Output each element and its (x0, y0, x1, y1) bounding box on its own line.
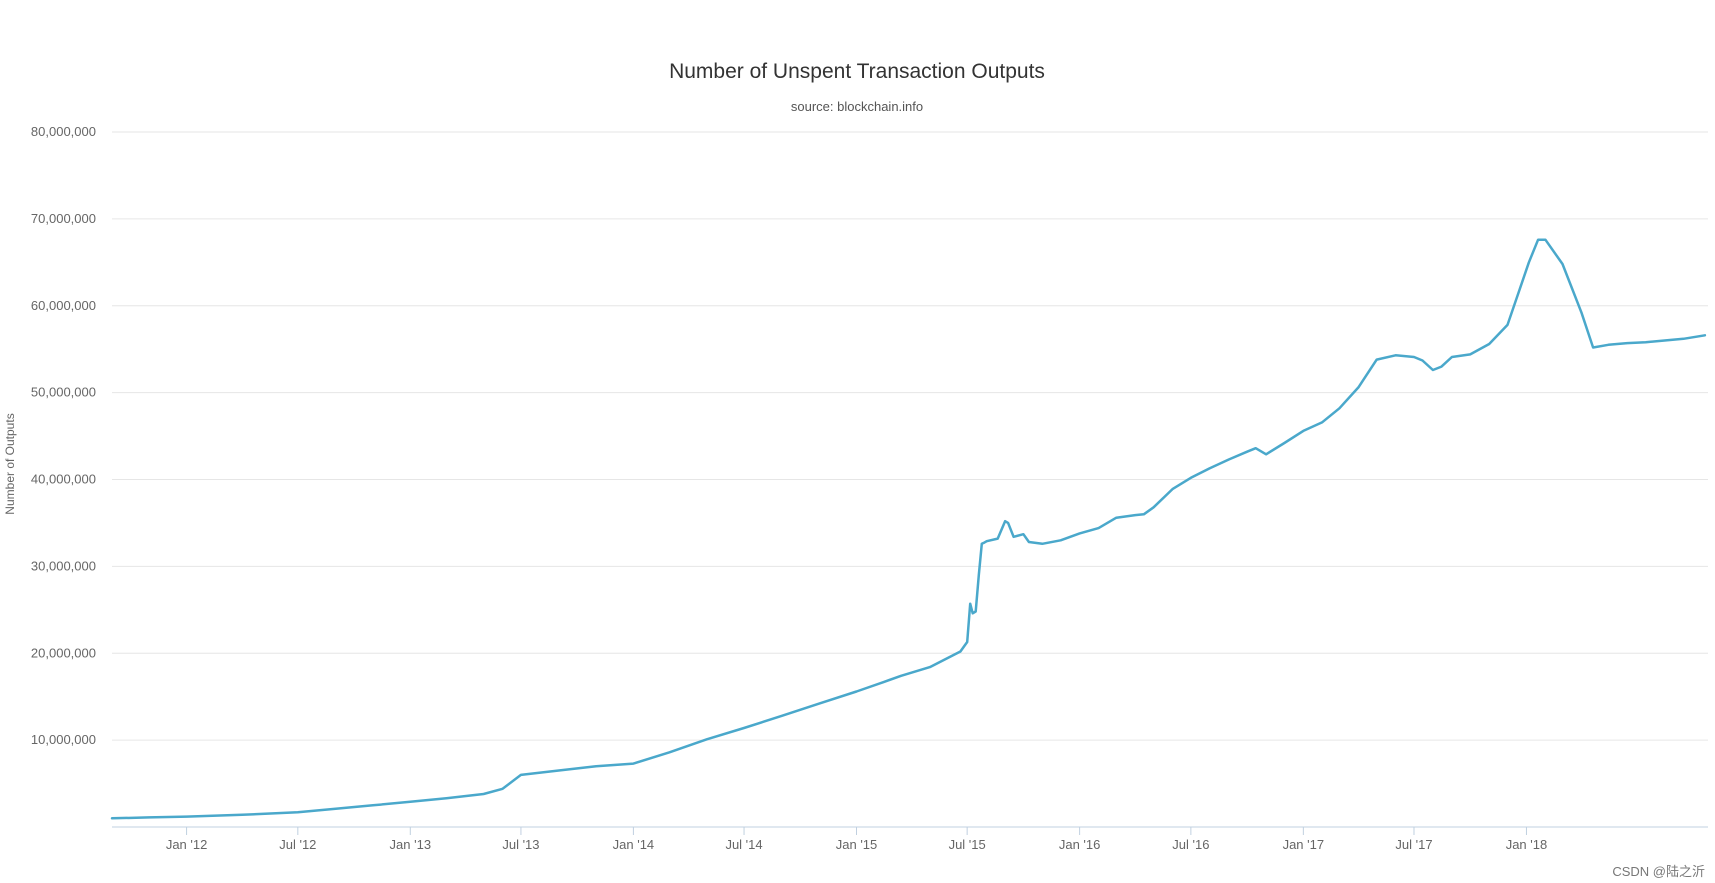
x-tick-label: Jan '14 (613, 837, 655, 852)
y-tick-label: 80,000,000 (31, 124, 96, 139)
x-tick-label: Jul '17 (1395, 837, 1432, 852)
y-tick-label: 60,000,000 (31, 298, 96, 313)
x-tick-label: Jan '12 (166, 837, 208, 852)
y-tick-label: 30,000,000 (31, 558, 96, 573)
x-tick-label: Jul '15 (949, 837, 986, 852)
y-tick-label: 40,000,000 (31, 472, 96, 487)
chart-title: Number of Unspent Transaction Outputs (669, 60, 1045, 83)
gridlines (112, 131, 1708, 741)
x-tick-label: Jul '14 (725, 837, 762, 852)
y-tick-label: 70,000,000 (31, 211, 96, 226)
x-tick-label: Jan '16 (1059, 837, 1101, 852)
x-axis (112, 826, 1708, 835)
watermark-text: CSDN @陆之沂 (1612, 864, 1705, 879)
x-tick-label: Jul '13 (502, 837, 539, 852)
x-tick-label: Jan '17 (1283, 837, 1325, 852)
series-line (110, 238, 1707, 820)
x-tick-label: Jul '12 (279, 837, 316, 852)
y-axis-tick-labels: 10,000,000 20,000,000 30,000,000 40,000,000… (31, 124, 96, 747)
x-tick-label: Jan '15 (836, 837, 878, 852)
y-tick-label: 10,000,000 (31, 732, 96, 747)
chart-subtitle: source: blockchain.info (791, 99, 923, 114)
x-tick-label: Jan '13 (390, 837, 432, 852)
y-tick-label: 50,000,000 (31, 385, 96, 400)
series-layer (110, 238, 1707, 820)
y-axis-title: Number of Outputs (3, 413, 17, 514)
y-tick-label: 20,000,000 (31, 645, 96, 660)
x-tick-label: Jan '18 (1506, 837, 1548, 852)
x-axis-tick-labels: Jan '12 Jul '12 Jan '13 Jul '13 Jan '14 Jul '… (166, 837, 1547, 852)
x-tick-label: Jul '16 (1172, 837, 1209, 852)
